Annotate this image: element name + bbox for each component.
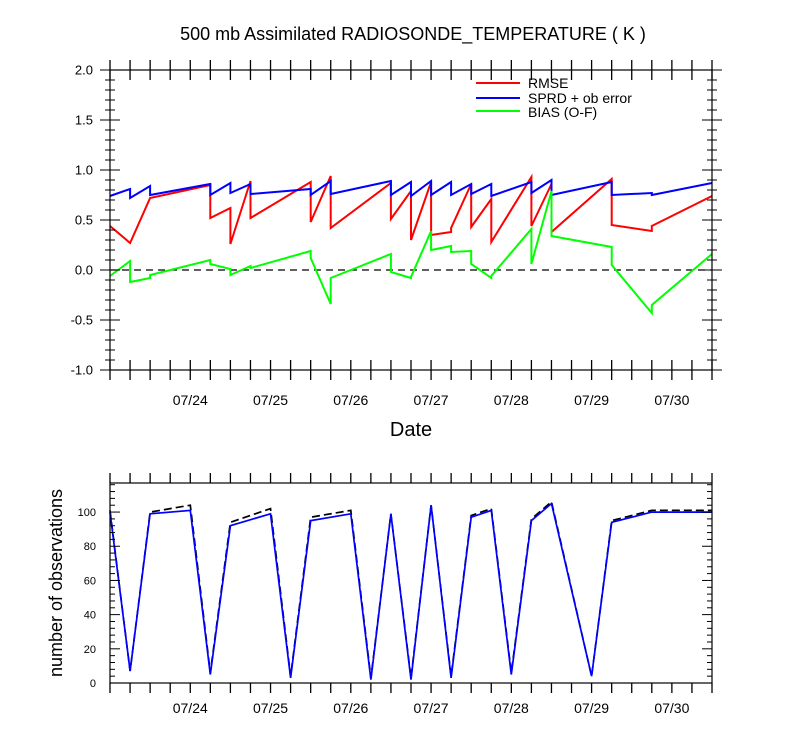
y-tick-label: 0.5: [75, 213, 93, 228]
legend-rmse-label: RMSE: [528, 75, 568, 91]
y-tick-label: 1.5: [75, 113, 93, 128]
error-stats-chart: 07/24 07/25 07/26 07/27 07/28 07/29 07/30 -1.0 -…: [71, 60, 722, 441]
y-tick-label: 20: [84, 644, 96, 656]
x-tick-label: 07/28: [494, 392, 529, 408]
x-tick-label: 07/25: [253, 392, 288, 408]
x-tick-label: 07/28: [494, 700, 529, 716]
y-tick-label: 60: [84, 575, 96, 587]
y-tick-label: 1.0: [75, 163, 93, 178]
y-tick-label: 2.0: [75, 63, 93, 78]
x-tick-label: 07/24: [173, 392, 208, 408]
y-tick-label: 80: [84, 541, 96, 553]
x-tick-label: 07/24: [173, 700, 208, 716]
y-tick-label: 0: [90, 678, 96, 690]
x-tick-label: 07/30: [654, 700, 689, 716]
x-tick-label: 07/26: [333, 700, 368, 716]
chart-title: 500 mb Assimilated RADIOSONDE_TEMPERATUR…: [180, 24, 646, 45]
x-tick-label: 07/29: [574, 392, 609, 408]
legend-bias-label: BIAS (O-F): [528, 104, 597, 120]
y-axis-label-observations: number of observations: [46, 489, 66, 677]
y-tick-label: 40: [84, 610, 96, 622]
series-line-assimilated-observations: [109, 501, 712, 680]
x-tick-label: 07/30: [654, 392, 689, 408]
y-tick-label: 100: [78, 507, 96, 519]
y-tick-label: 0.0: [75, 263, 93, 278]
x-tick-label: 07/27: [414, 392, 449, 408]
x-tick-label: 07/25: [253, 700, 288, 716]
x-tick-label: 07/26: [333, 392, 368, 408]
legend: RMSE SPRD + ob error BIAS (O-F): [476, 75, 632, 120]
observation-count-chart: 07/24 07/25 07/26 07/27 07/28 07/29 07/30 0 20 40…: [46, 473, 713, 716]
legend-sprd-label: SPRD + ob error: [528, 90, 632, 106]
x-tick-label: 07/27: [414, 700, 449, 716]
series-line-bias-o-f: [109, 190, 713, 316]
y-tick-label: -1.0: [71, 363, 93, 378]
x-axis-label: Date: [390, 419, 432, 441]
bottom-plot-frame: [109, 482, 713, 684]
x-tick-label: 07/29: [574, 700, 609, 716]
y-tick-label: -0.5: [71, 313, 93, 328]
series-line-sprd-ob-error: [109, 178, 713, 200]
